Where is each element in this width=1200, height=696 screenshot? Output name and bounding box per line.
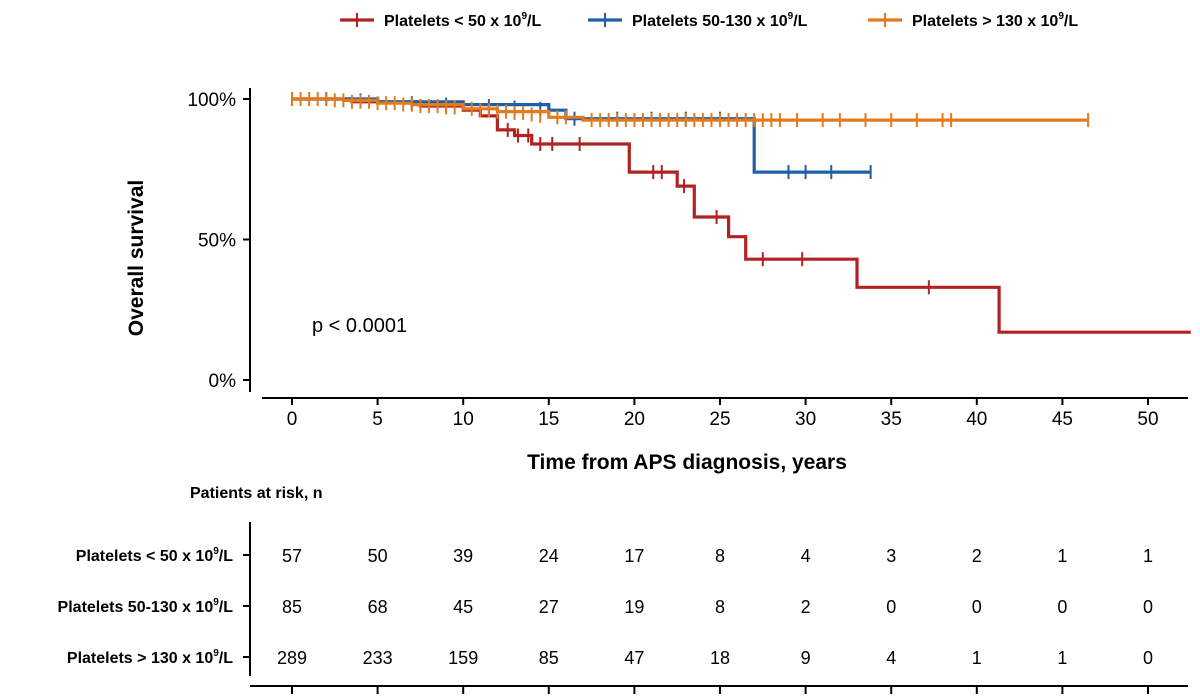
risk-count-cell: 0 [1143, 597, 1153, 617]
risk-count-cell: 8 [715, 597, 725, 617]
y-tick-label: 50% [198, 231, 236, 252]
risk-count-cell: 0 [972, 597, 982, 617]
p-value-annotation: p < 0.0001 [312, 315, 407, 337]
x-tick-label: 20 [624, 409, 645, 430]
risk-count-cell: 47 [624, 648, 644, 668]
legend-label: Platelets < 50 x 109/L [384, 11, 541, 30]
risk-count-cell: 289 [277, 648, 307, 668]
y-tick-label: 100% [187, 90, 236, 111]
risk-count-cell: 1 [972, 648, 982, 668]
risk-count-cell: 9 [801, 648, 811, 668]
series-1 [292, 92, 872, 180]
risk-table-row-2: Platelets > 130 x 109/L 289 233 159 85 47 18 9 4… [67, 648, 1153, 668]
risk-count-cell: 1 [1057, 648, 1067, 668]
x-tick-label: 50 [1137, 409, 1158, 430]
risk-table-rows: Platelets < 50 x 109/L 57 50 39 24 17 8 4 3 2 1 1Pl… [58, 546, 1153, 668]
risk-count-cell: 17 [624, 546, 644, 566]
risk-count-cell: 85 [539, 648, 559, 668]
risk-count-cell: 2 [801, 597, 811, 617]
risk-count-cell: 68 [368, 597, 388, 617]
x-tick-label: 35 [881, 409, 902, 430]
risk-count-cell: 159 [448, 648, 478, 668]
series-0 [292, 97, 1191, 334]
survival-curve-line [292, 97, 871, 174]
x-tick-label: 25 [709, 409, 730, 430]
risk-row-label: Platelets > 130 x 109/L [67, 648, 233, 667]
risk-count-cell: 50 [368, 546, 388, 566]
risk-table-row-1: Platelets 50-130 x 109/L 85 68 45 27 19 8 2 0 0 0 0 [58, 597, 1153, 617]
x-axis-ticks: 0 5 10 15 20 25 30 35 40 45 50 [287, 398, 1159, 430]
risk-count-cell: 45 [453, 597, 473, 617]
risk-count-cell: 8 [715, 546, 725, 566]
plot-area: 0% 50% 100% 0 5 10 15 20 25 30 35 40 45 50 p < 0.000… [187, 88, 1191, 430]
risk-count-cell: 3 [886, 546, 896, 566]
x-tick-label: 5 [372, 409, 383, 430]
y-axis-label: Overall survival [125, 180, 148, 336]
series-layer [291, 92, 1191, 334]
x-tick-label: 15 [538, 409, 559, 430]
x-axis-label: Time from APS diagnosis, years [527, 451, 847, 474]
risk-count-cell: 2 [972, 546, 982, 566]
risk-row-label: Platelets 50-130 x 109/L [58, 597, 234, 616]
x-tick-label: 30 [795, 409, 816, 430]
risk-count-cell: 233 [363, 648, 393, 668]
risk-row-label: Platelets < 50 x 109/L [76, 546, 233, 565]
x-tick-label: 40 [966, 409, 987, 430]
risk-count-cell: 24 [539, 546, 559, 566]
risk-count-cell: 57 [282, 546, 302, 566]
risk-count-cell: 27 [539, 597, 559, 617]
survival-curve-line [292, 97, 1191, 334]
x-tick-label: 10 [453, 409, 474, 430]
risk-table-x-ticks [291, 686, 1149, 694]
risk-count-cell: 0 [1057, 597, 1067, 617]
risk-count-cell: 18 [710, 648, 730, 668]
risk-count-cell: 1 [1143, 546, 1153, 566]
legend-item-2: Platelets > 130 x 109/L [868, 11, 1078, 30]
risk-table-title: Patients at risk, n [190, 485, 323, 502]
y-axis-ticks: 0% 50% 100% [187, 90, 250, 392]
risk-count-cell: 39 [453, 546, 473, 566]
risk-table-row-0: Platelets < 50 x 109/L 57 50 39 24 17 8 4 3 2 1 1 [76, 546, 1153, 566]
legend-item-1: Platelets 50-130 x 109/L [588, 11, 808, 30]
risk-count-cell: 19 [624, 597, 644, 617]
risk-count-cell: 4 [801, 546, 811, 566]
legend-label: Platelets 50-130 x 109/L [632, 11, 808, 30]
series-2 [291, 92, 1090, 128]
x-tick-label: 0 [287, 409, 298, 430]
risk-count-cell: 0 [886, 597, 896, 617]
legend-item-0: Platelets < 50 x 109/L [340, 11, 541, 30]
legend-label: Platelets > 130 x 109/L [912, 11, 1078, 30]
risk-count-cell: 1 [1057, 546, 1067, 566]
x-tick-label: 45 [1052, 409, 1073, 430]
risk-count-cell: 0 [1143, 648, 1153, 668]
legend: Platelets < 50 x 109/L Platelets 50-130 x… [340, 11, 1078, 30]
risk-table: Platelets < 50 x 109/L 57 50 39 24 17 8 4 3 2 1 1Pl… [58, 522, 1188, 694]
y-tick-label: 0% [209, 371, 237, 392]
risk-count-cell: 4 [886, 648, 896, 668]
risk-count-cell: 85 [282, 597, 302, 617]
